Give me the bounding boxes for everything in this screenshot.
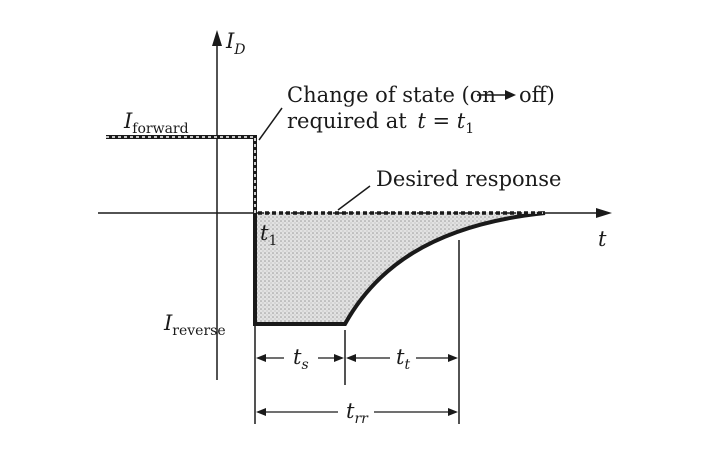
change-of-state-line2: required at t = t1 <box>287 109 474 137</box>
recovery-charge-region <box>255 213 545 324</box>
tt-arrow-left <box>346 354 356 362</box>
trr-label: trr <box>346 399 369 427</box>
desired-response-label: Desired response <box>376 167 561 191</box>
ts-label: ts <box>293 345 309 373</box>
actual-response-curve <box>106 135 546 326</box>
desired-response-pointer <box>337 185 371 211</box>
tt-arrow-right <box>448 354 458 362</box>
tt-label: tt <box>396 345 410 373</box>
ts-arrow-right <box>334 354 344 362</box>
trr-arrow-left <box>256 408 266 416</box>
reverse-current-label: Ireverse <box>163 311 226 339</box>
x-axis-arrowhead <box>596 208 612 218</box>
desired-response-curve <box>106 136 545 214</box>
change-of-state-line1: Change of state (on <box>287 83 496 107</box>
x-axis-label: t <box>598 227 607 251</box>
ts-arrow-left <box>256 354 266 362</box>
forward-current-label: Iforward <box>123 109 189 137</box>
on-off-arrow-head <box>505 90 516 100</box>
t1-label: t1 <box>260 221 277 249</box>
y-axis-label: ID <box>225 29 246 58</box>
change-of-state-pointer <box>258 107 283 141</box>
change-of-state-line1-off: off) <box>519 83 555 107</box>
trr-arrow-right <box>448 408 458 416</box>
y-axis-arrowhead <box>212 30 222 46</box>
